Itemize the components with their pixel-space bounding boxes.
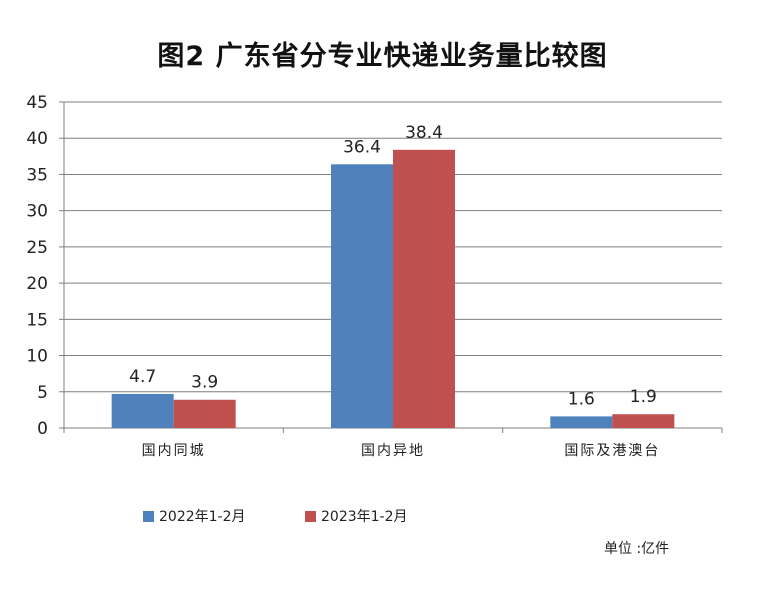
y-tick-label: 10 [26, 347, 48, 367]
data-label: 1.6 [568, 389, 595, 409]
legend-item-2022: 2022年1-2月 [143, 506, 246, 526]
bar [173, 399, 236, 428]
y-tick-label: 40 [26, 129, 48, 149]
bar [550, 416, 613, 428]
data-label: 36.4 [343, 137, 381, 157]
data-label: 3.9 [191, 373, 218, 393]
data-label: 38.4 [405, 123, 443, 143]
data-labels: 4.7 3.9 36.4 38.4 1.6 1.9 [129, 123, 657, 410]
y-tick-label: 20 [26, 274, 48, 294]
y-tick-label: 5 [37, 383, 48, 403]
y-tick-label: 45 [26, 93, 48, 113]
x-category-label: 国内同城 [142, 443, 206, 459]
y-tick-label: 25 [26, 238, 48, 258]
chart-title: 图2 广东省分专业快递业务量比较图 [157, 41, 608, 72]
bar [612, 414, 675, 428]
y-tick-label: 0 [37, 419, 48, 439]
y-axis: 0 5 10 15 20 25 30 35 40 45 [26, 93, 65, 439]
x-category-label: 国内异地 [361, 443, 425, 459]
unit-note: 单位 :亿件 [604, 541, 670, 557]
y-tick-label: 15 [26, 310, 48, 330]
data-label: 4.7 [129, 367, 156, 387]
y-tick-label: 30 [26, 202, 48, 222]
x-axis: 国内同城 国内异地 国际及港澳台 [63, 427, 723, 459]
bar [111, 393, 174, 428]
bar [393, 149, 455, 428]
y-tick-label: 35 [26, 165, 48, 185]
legend-swatch-2023 [305, 510, 316, 522]
legend-label-2022: 2022年1-2月 [159, 509, 246, 525]
bars [111, 149, 675, 428]
legend-swatch-2022 [143, 510, 154, 522]
x-category-label: 国际及港澳台 [564, 443, 660, 459]
bar [331, 164, 393, 428]
legend-item-2023: 2023年1-2月 [305, 506, 408, 526]
data-label: 1.9 [630, 387, 657, 407]
legend-label-2023: 2023年1-2月 [321, 509, 408, 525]
